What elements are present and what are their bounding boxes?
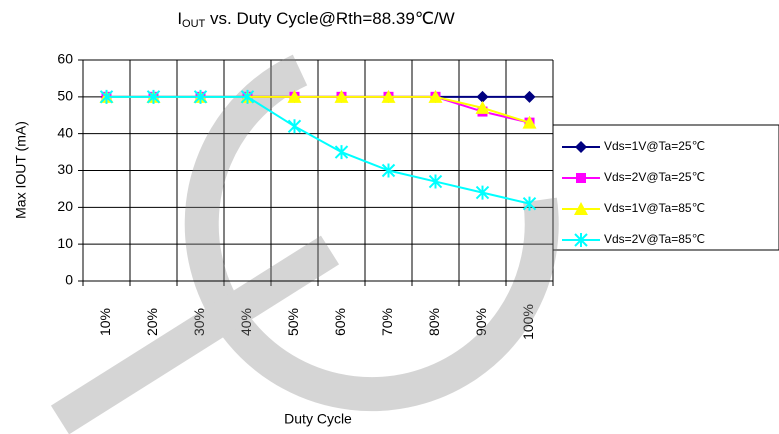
y-tick-label: 20: [57, 198, 73, 214]
marker: [574, 202, 588, 215]
y-axis-label: Max IOUT (mA): [13, 121, 29, 219]
chart-title: IOUT vs. Duty Cycle@Rth=88.39℃/W: [177, 9, 454, 29]
marker: [146, 89, 161, 104]
series: Vds=2V@Ta=85℃: [99, 89, 705, 247]
legend-label: Vds=1V@Ta=85℃: [604, 201, 705, 215]
watermark: [50, 54, 559, 434]
y-tick-label: 0: [65, 272, 73, 288]
y-tick-label: 40: [57, 124, 73, 140]
marker: [476, 90, 489, 103]
x-tick-label: 90%: [473, 308, 489, 336]
watermark-arc: [184, 54, 559, 412]
legend-label: Vds=2V@Ta=85℃: [604, 232, 705, 246]
marker: [287, 89, 302, 103]
y-tick-label: 60: [57, 51, 73, 67]
marker: [523, 90, 536, 103]
x-tick-label: 30%: [191, 308, 207, 336]
marker: [575, 141, 587, 153]
x-tick-label: 10%: [97, 308, 113, 336]
x-tick-label: 40%: [238, 308, 254, 336]
marker: [522, 196, 537, 211]
legend-box: [552, 124, 779, 251]
title-main: I: [177, 9, 182, 28]
marker: [381, 163, 396, 178]
marker: [381, 89, 396, 103]
legend-label: Vds=1V@Ta=25℃: [604, 139, 705, 153]
legend-label: Vds=2V@Ta=25℃: [604, 170, 705, 184]
x-axis-label: Duty Cycle: [284, 411, 352, 427]
x-tick-label: 20%: [144, 308, 160, 336]
x-tick-label: 60%: [332, 308, 348, 336]
marker: [574, 233, 588, 247]
marker: [428, 89, 443, 103]
title-rest: vs. Duty Cycle@Rth=88.39℃/W: [205, 9, 454, 28]
marker: [99, 89, 114, 104]
marker: [193, 89, 208, 104]
marker: [475, 185, 490, 200]
watermark-bar: [50, 235, 340, 434]
x-tick-label: 70%: [379, 308, 395, 336]
x-tick-label: 100%: [520, 304, 536, 340]
y-tick-label: 30: [57, 161, 73, 177]
marker: [240, 89, 255, 104]
x-tick-label: 80%: [426, 308, 442, 336]
marker: [334, 89, 349, 103]
series-line: [106, 95, 530, 205]
y-tick-label: 10: [57, 235, 73, 251]
marker: [334, 145, 349, 160]
marker: [576, 173, 586, 183]
title-sub: OUT: [182, 18, 206, 30]
y-tick-label: 50: [57, 88, 73, 104]
marker: [522, 115, 537, 129]
marker: [428, 174, 443, 189]
marker: [475, 100, 490, 114]
marker: [287, 119, 302, 134]
x-tick-label: 50%: [285, 308, 301, 336]
